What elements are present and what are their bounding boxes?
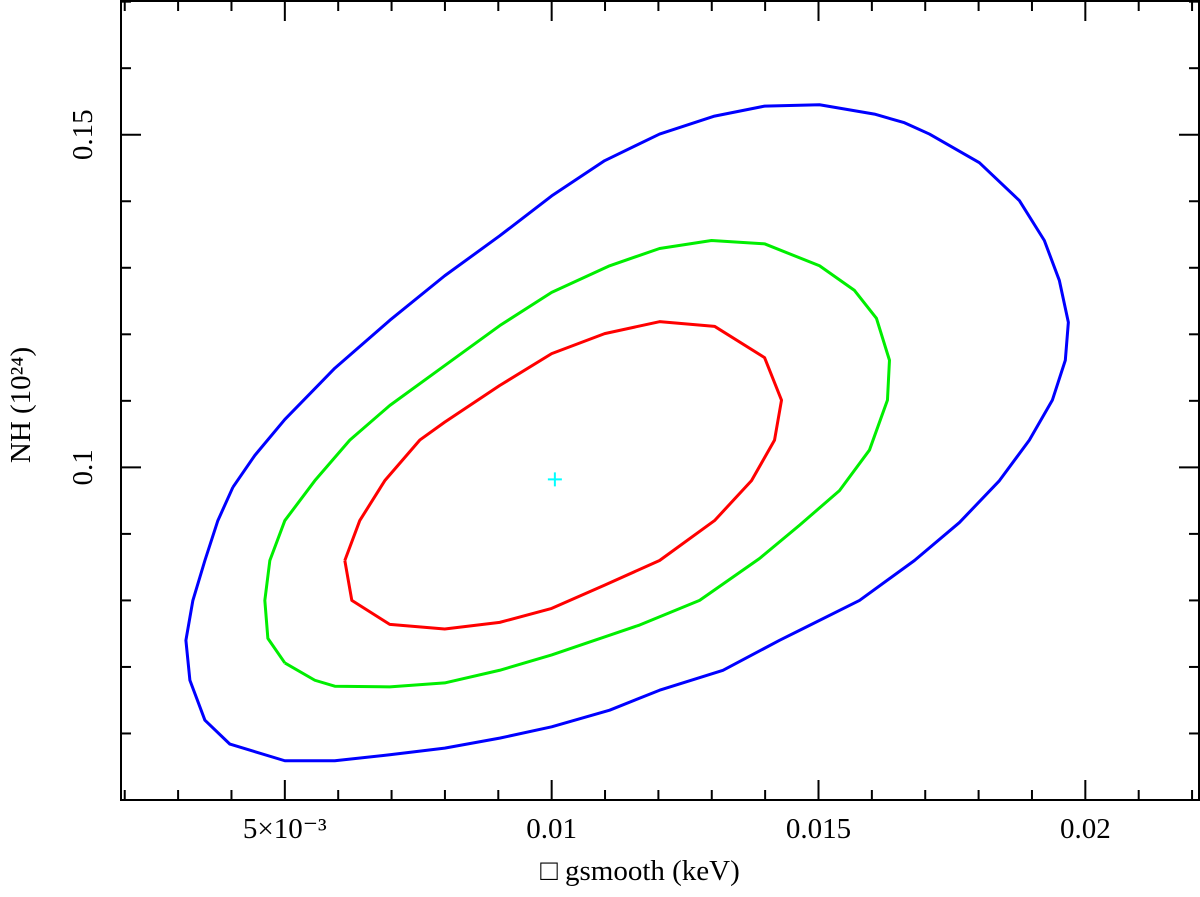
x-tick-label: 0.015 (786, 813, 851, 845)
y-axis-label: NH (10²⁴) (5, 347, 37, 463)
x-tick-label: 0.02 (1060, 813, 1111, 845)
x-axis-label: □ gsmooth (keV) (540, 855, 740, 887)
y-tick-label: 0.15 (67, 109, 99, 160)
best-fit-marker (547, 472, 562, 487)
contour-line (343, 320, 784, 631)
y-tick-label: 0.1 (67, 449, 99, 485)
contour-line (263, 239, 891, 689)
x-tick-label: 0.01 (526, 813, 577, 845)
x-tick-label: 5×10⁻³ (243, 813, 327, 845)
plot-frame (120, 0, 1200, 801)
contour-line (184, 103, 1070, 763)
